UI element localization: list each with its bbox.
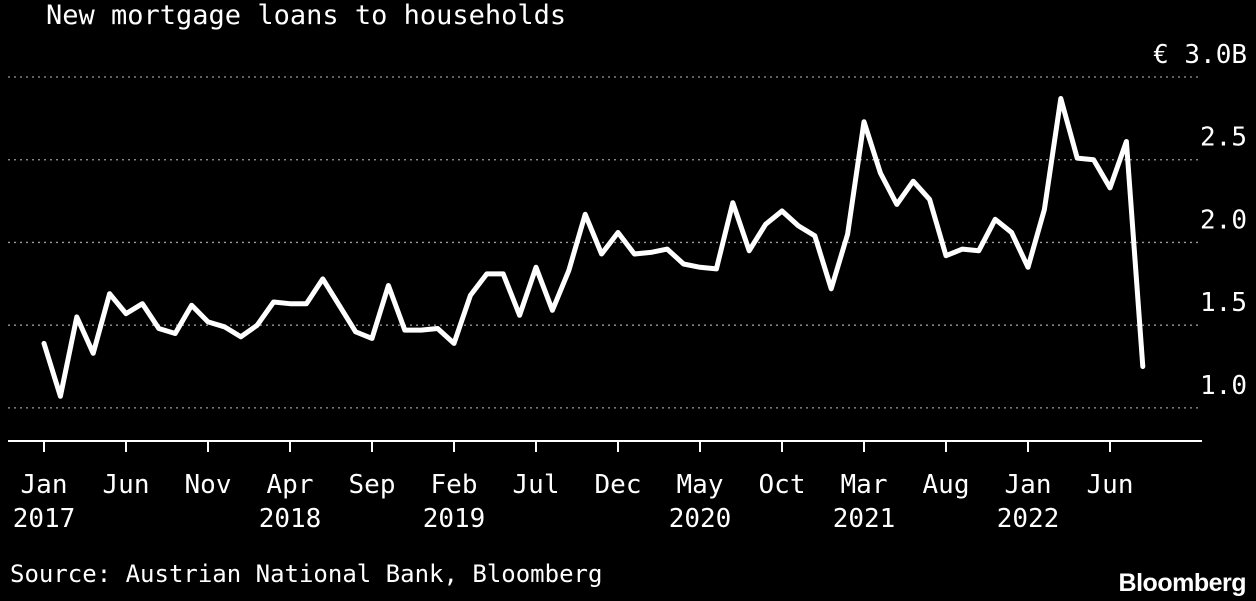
x-tick-year-label: 2021 <box>833 504 896 534</box>
series-line-mortgage-loans <box>41 96 1146 399</box>
bloomberg-logo: Bloomberg <box>1119 569 1246 597</box>
y-axis-tick-labels: € 3.0B 2.5 2.0 1.5 1.0 <box>1153 40 1247 401</box>
x-tick-label: Apr <box>267 470 314 500</box>
y-tick-label: € 3.0B <box>1153 40 1247 70</box>
chart-title-group: New mortgage loans to households <box>11 0 566 33</box>
x-tick-label: Nov <box>185 470 232 500</box>
x-tick-label: Sep <box>349 470 396 500</box>
x-tick-label: Jan <box>1005 470 1052 500</box>
x-tick-year-label: 2017 <box>13 504 76 534</box>
x-tick-label: Jan <box>21 470 68 500</box>
x-tick-label: Oct <box>759 470 806 500</box>
y-tick-label: 1.5 <box>1200 288 1247 318</box>
x-tick-label: Feb <box>431 470 478 500</box>
y-tick-label: 2.5 <box>1200 123 1247 153</box>
x-tick-label: Aug <box>923 470 970 500</box>
x-tick-label: May <box>677 470 724 500</box>
x-tick-label: Mar <box>841 470 888 500</box>
y-tick-label: 2.0 <box>1200 205 1247 235</box>
x-tick-label: Jun <box>103 470 150 500</box>
chart-title: New mortgage loans to households <box>46 0 566 31</box>
x-tick-year-label: 2022 <box>997 504 1060 534</box>
pencil-icon <box>11 4 36 33</box>
x-axis-ticks: Jan 2017 Jun Nov Apr 2018 Sep Feb 2019 Jul Dec May 2… <box>13 441 1134 534</box>
x-tick-label: Dec <box>595 470 642 500</box>
x-tick-label: Jun <box>1087 470 1134 500</box>
gridlines <box>8 76 1202 409</box>
x-tick-year-label: 2018 <box>259 504 322 534</box>
x-tick-label: Jul <box>513 470 560 500</box>
x-tick-year-label: 2019 <box>423 504 486 534</box>
source-note: Source: Austrian National Bank, Bloomber… <box>10 560 602 588</box>
y-tick-label: 1.0 <box>1200 371 1247 401</box>
x-tick-year-label: 2020 <box>669 504 732 534</box>
